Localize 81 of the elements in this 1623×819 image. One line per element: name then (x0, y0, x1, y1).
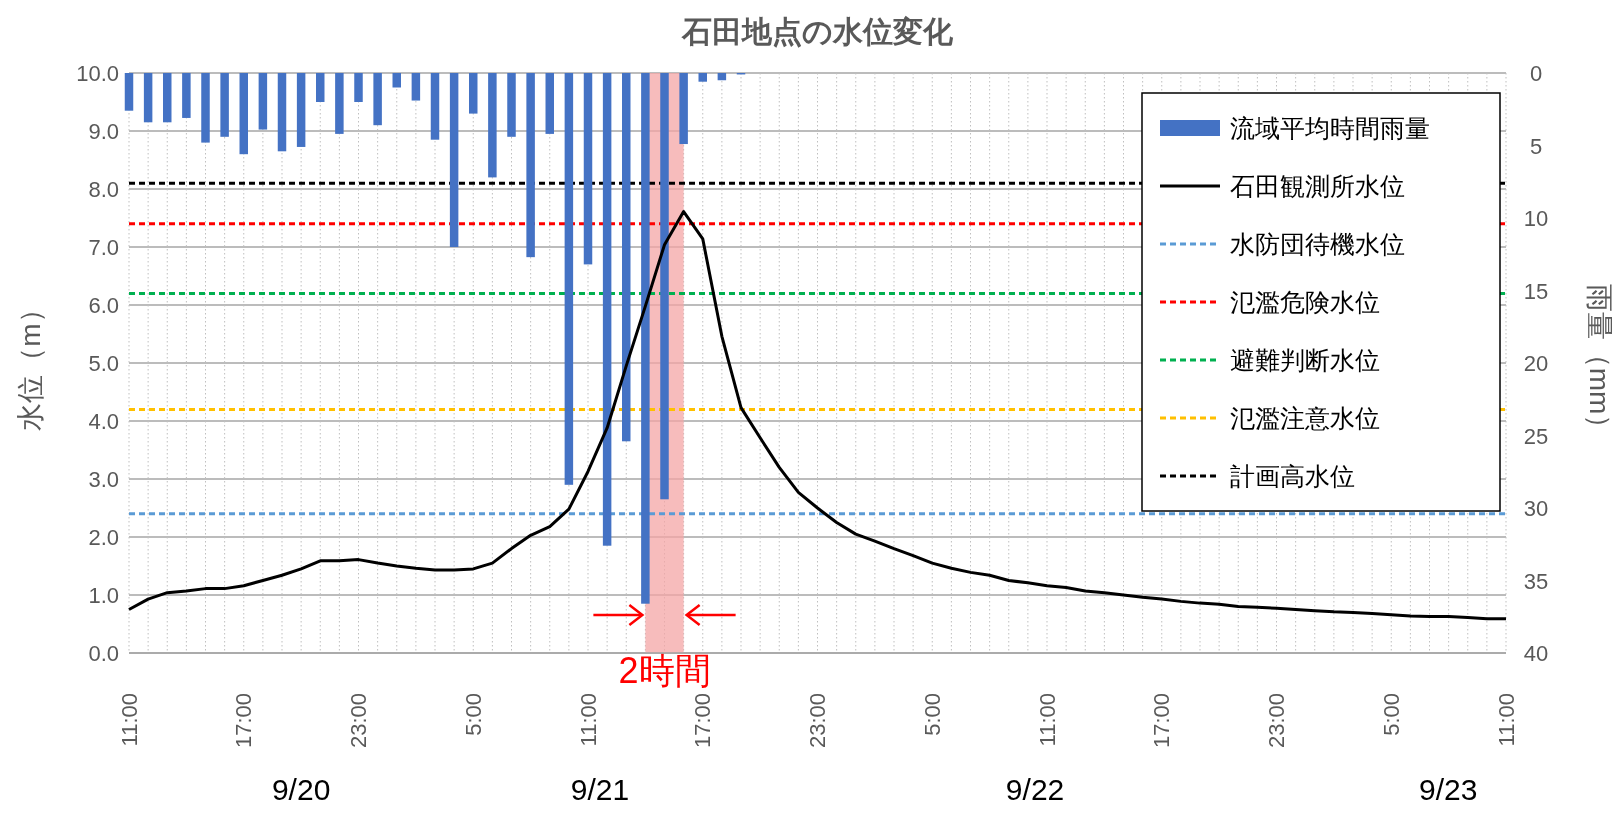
bar (392, 73, 401, 88)
bar (201, 73, 210, 143)
bar (488, 73, 497, 178)
x-tick-label: 11:00 (1493, 693, 1519, 747)
y2-tick-label: 40 (1523, 641, 1549, 666)
bar (354, 73, 363, 102)
x-tick-label: 5:00 (1378, 693, 1404, 736)
y-tick-label: 2.0 (88, 525, 119, 550)
y-tick-label: 8.0 (88, 177, 119, 202)
bar (469, 73, 478, 114)
x-tick-label: 17:00 (690, 693, 716, 749)
y-tick-label: 7.0 (88, 235, 119, 260)
bar (335, 73, 344, 134)
chart-title: 石田地点の水位変化 (681, 15, 954, 48)
bar (296, 73, 306, 147)
x-tick-label: 11:00 (116, 693, 142, 747)
y-tick-label: 0.0 (88, 641, 119, 666)
bar (583, 73, 593, 265)
text: 9/20 (271, 773, 331, 806)
bar (182, 73, 191, 118)
bar (641, 73, 650, 604)
ref-line-label: 氾濫注意水位 (1230, 404, 1380, 432)
y2-tick-label: 35 (1523, 568, 1549, 594)
x-tick-label: 5:00 (919, 693, 945, 736)
bar (373, 73, 382, 126)
x-tick-label: 11:00 (1034, 693, 1060, 747)
legend-label: 石田観測所水位 (1230, 172, 1405, 200)
x-tick-label: 17:00 (1149, 693, 1175, 749)
bar (602, 73, 612, 546)
y-tick-label: 9.0 (88, 119, 119, 144)
bar (220, 73, 229, 137)
x-tick-label: 23:00 (1264, 693, 1289, 749)
y-tick-label: 6.0 (88, 293, 119, 318)
y2-tick-label: 10 (1523, 206, 1549, 231)
legend-label: 氾濫危険水位 (1230, 288, 1380, 316)
y-tick-label: 3.0 (88, 467, 119, 492)
bar (143, 73, 153, 123)
legend-label: 避難判断水位 (1230, 346, 1380, 374)
bar (622, 73, 631, 442)
y-tick-label: 1.0 (88, 583, 119, 608)
y-tick-label: 10.0 (76, 61, 119, 86)
line-series (127, 210, 1508, 621)
bar (679, 73, 688, 145)
bar (430, 73, 440, 140)
bar (526, 73, 535, 258)
bar (507, 73, 516, 137)
y-axis-title: 水位（m） (15, 295, 46, 431)
x-tick-label: 23:00 (805, 693, 830, 749)
x-tick-label: 23:00 (346, 693, 371, 749)
x-tick-label: 17:00 (231, 693, 257, 749)
y2-tick-label: 0 (1529, 61, 1543, 86)
legend-label: 流域平均時間雨量 (1230, 114, 1430, 142)
bar (277, 73, 287, 152)
x-tick-label: 5:00 (460, 693, 486, 736)
y2-axis-title: 雨量（mm） (1584, 283, 1615, 443)
y2-tick-label: 15 (1523, 278, 1549, 304)
bar (163, 73, 172, 123)
bar (564, 73, 574, 485)
text: 9/23 (1418, 773, 1478, 806)
y2-tick-label: 20 (1523, 351, 1549, 376)
legend-label: 計画高水位 (1230, 462, 1355, 490)
y2-tick-label: 30 (1523, 496, 1549, 521)
y-tick-label: 4.0 (88, 409, 119, 434)
bar (449, 73, 459, 247)
bar (316, 73, 325, 102)
bar (660, 73, 669, 500)
x-tick-label: 11:00 (575, 693, 601, 747)
y2-tick-label: 25 (1523, 423, 1549, 449)
y2-tick-label: 5 (1529, 133, 1543, 159)
y-tick-label: 5.0 (88, 351, 119, 376)
bar (698, 73, 707, 82)
bar (545, 73, 554, 134)
text: 9/22 (1005, 773, 1065, 806)
bar (124, 73, 134, 111)
bar (411, 73, 421, 101)
legend-label: 水防団待機水位 (1230, 230, 1405, 258)
bar (717, 73, 727, 81)
bar (258, 73, 268, 130)
band-label: 2時間 (618, 650, 711, 691)
text: 9/21 (570, 773, 630, 806)
bar (239, 73, 248, 155)
